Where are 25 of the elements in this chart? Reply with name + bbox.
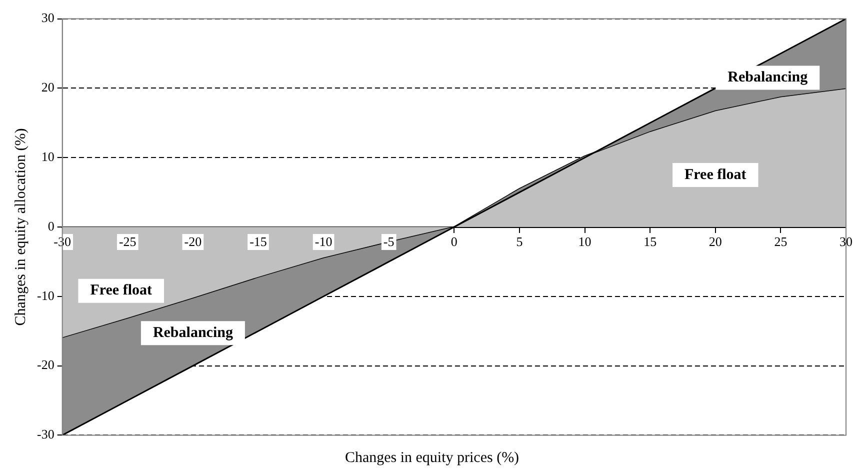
- y-tick-label: 20: [41, 80, 54, 95]
- x-tick-label: 5: [516, 234, 523, 250]
- y-axis-title: Changes in equity allocation (%): [12, 128, 29, 326]
- x-axis-title: Changes in equity prices (%): [344, 450, 520, 467]
- x-tick-label: 20: [708, 234, 722, 250]
- x-tick-label: 25: [774, 234, 788, 250]
- y-tick-label: -20: [36, 357, 54, 372]
- x-tick-label: 30: [840, 234, 852, 250]
- y-tick-label: -30: [36, 426, 54, 442]
- y-tick-label: 10: [41, 149, 54, 164]
- x-tick-label: -25: [118, 234, 136, 250]
- y-tick-label: 30: [41, 10, 54, 26]
- x-tick-label: 15: [644, 234, 657, 250]
- x-tick-label: -10: [314, 234, 332, 250]
- x-tick-label: -20: [184, 234, 202, 250]
- y-tick-label: 0: [48, 218, 54, 234]
- x-tick-label: 0: [450, 234, 458, 250]
- series-label: Rebalancing: [152, 325, 234, 342]
- series-label: Free float: [90, 282, 152, 299]
- text: Rebalancing: [728, 70, 808, 86]
- x-tick-label: 10: [578, 234, 592, 250]
- x-tick-label: -15: [250, 234, 267, 250]
- text: Free float: [684, 166, 746, 183]
- x-tick-label: -5: [383, 234, 394, 250]
- y-tick-label: -10: [36, 288, 54, 303]
